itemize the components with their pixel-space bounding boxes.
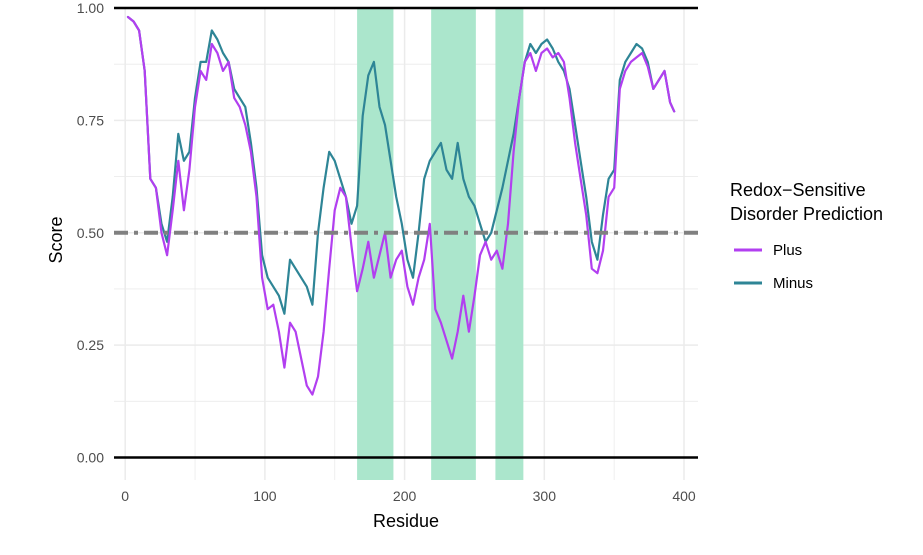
x-tick-label: 400 bbox=[672, 488, 696, 504]
shaded-region bbox=[495, 8, 524, 480]
legend-label-plus: Plus bbox=[773, 242, 802, 259]
legend-title-line-1: Redox−Sensitive bbox=[730, 180, 866, 200]
y-tick-label: 0.75 bbox=[77, 112, 104, 128]
x-tick-label: 100 bbox=[253, 488, 277, 504]
y-tick-label: 0.50 bbox=[77, 225, 104, 241]
y-tick-label: 0.25 bbox=[77, 337, 104, 353]
y-tick-label: 1.00 bbox=[77, 0, 104, 16]
series-line-plus bbox=[126, 15, 676, 396]
series-line-minus bbox=[126, 15, 676, 315]
y-axis-title: Score bbox=[46, 216, 66, 263]
shaded-region bbox=[431, 8, 476, 480]
x-tick-label: 200 bbox=[393, 488, 417, 504]
x-axis-title: Residue bbox=[373, 511, 439, 531]
y-tick-label: 0.00 bbox=[77, 450, 104, 466]
legend-label-minus: Minus bbox=[773, 275, 813, 292]
x-tick-label: 0 bbox=[121, 488, 129, 504]
shaded-regions bbox=[357, 8, 524, 480]
legend-title-line-2: Disorder Prediction bbox=[730, 204, 883, 224]
series-lines bbox=[126, 15, 676, 396]
x-tick-label: 300 bbox=[533, 488, 557, 504]
axes: 0.00 0.25 0.50 0.75 1.00 0 100 200 300 400 bbox=[77, 0, 698, 504]
legend: Redox−Sensitive Disorder Prediction Plus… bbox=[730, 180, 883, 292]
